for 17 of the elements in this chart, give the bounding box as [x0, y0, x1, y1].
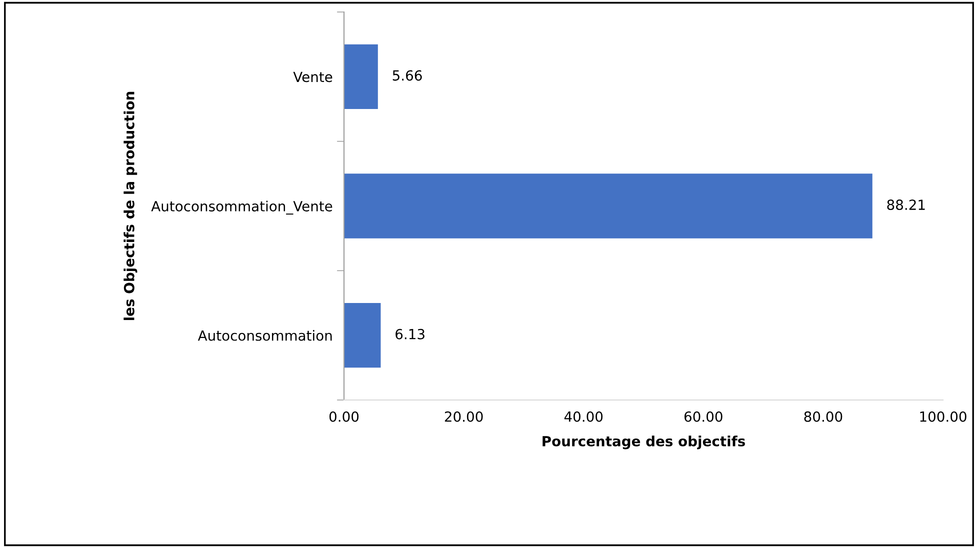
y-tick-label: Autoconsommation_Vente	[151, 200, 332, 215]
bar	[344, 44, 378, 109]
x-tick-label: 80.00	[804, 411, 842, 422]
x-tick-label: 40.00	[564, 411, 603, 422]
y-tick-label: Autoconsommation	[198, 330, 332, 341]
x-tick-label: 20.00	[444, 411, 483, 422]
data-label: 5.66	[392, 70, 422, 81]
data-label: 6.13	[396, 328, 424, 340]
y-tick-label: Vente	[293, 72, 332, 82]
x-axis-title: Pourcentage des objectifs	[542, 436, 745, 450]
data-label: 88.21	[887, 200, 925, 210]
x-tick-label: 0.00	[329, 411, 359, 422]
y-axis-title: les Objectifs de la production	[124, 92, 138, 320]
x-tick-label: 100.00	[920, 411, 966, 422]
x-tick-label: 60.00	[684, 411, 722, 422]
bar	[344, 303, 381, 368]
bar	[344, 174, 872, 238]
